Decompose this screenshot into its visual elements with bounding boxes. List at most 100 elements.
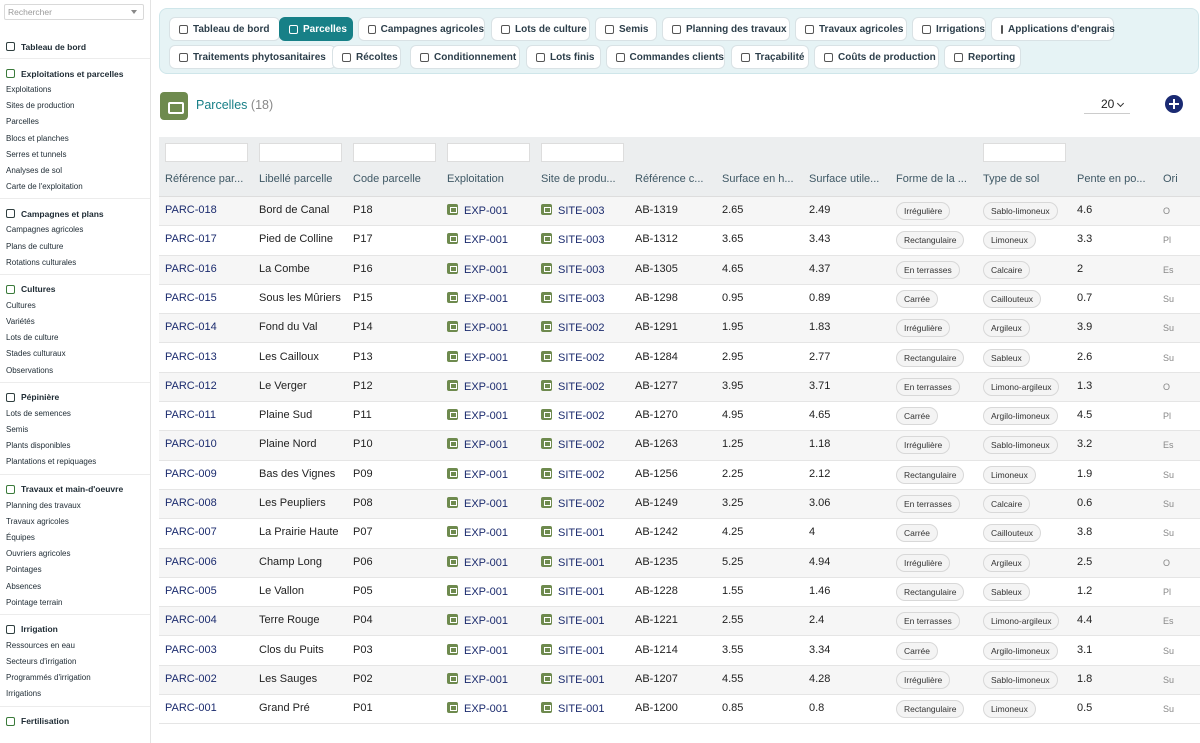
farm-link[interactable]: EXP-001: [447, 497, 508, 510]
sidebar-item[interactable]: Sites de production: [6, 101, 75, 111]
parcel-ref-link[interactable]: PARC-010: [165, 438, 217, 451]
sidebar-item[interactable]: Ressources en eau: [6, 640, 75, 650]
table-row[interactable]: PARC-018 Bord de Canal P18 EXP-001 SITE-003 A…: [159, 197, 1200, 227]
sidebar-item[interactable]: Irrigations: [6, 689, 42, 699]
column-filter-input[interactable]: [259, 143, 342, 162]
farm-link[interactable]: EXP-001: [447, 467, 508, 481]
sidebar-item[interactable]: Rotations culturales: [6, 257, 77, 267]
tab-3[interactable]: Campagnes agricoles: [358, 17, 485, 41]
farm-link[interactable]: EXP-001: [447, 702, 508, 715]
farm-link[interactable]: EXP-001: [447, 379, 508, 393]
parcel-ref-link[interactable]: PARC-011: [165, 409, 216, 422]
table-row[interactable]: PARC-012 Le Verger P12 EXP-001 SITE-002 AB-12…: [159, 372, 1200, 403]
tab-4[interactable]: Lots de culture: [491, 17, 590, 41]
farm-link[interactable]: EXP-001: [447, 350, 508, 364]
parcel-ref-link[interactable]: PARC-012: [165, 379, 217, 392]
sidebar-item[interactable]: Serres et tunnels: [6, 149, 67, 159]
farm-link[interactable]: EXP-001: [447, 262, 508, 276]
sidebar-item[interactable]: Exploitations: [6, 85, 52, 94]
sidebar-item[interactable]: Programmés d'irrigation: [6, 673, 91, 683]
column-header[interactable]: Libellé parcelle: [259, 173, 333, 185]
add-record-button[interactable]: [1165, 95, 1183, 113]
table-row[interactable]: PARC-008 Les Peupliers P08 EXP-001 SITE-002 A…: [159, 490, 1200, 520]
column-header[interactable]: Ori: [1163, 173, 1178, 185]
sidebar-item[interactable]: Équipes: [6, 532, 35, 542]
table-row[interactable]: PARC-009 Bas des Vignes P09 EXP-001 SITE-002…: [159, 461, 1200, 490]
parcel-ref-link[interactable]: PARC-018: [165, 204, 217, 216]
search-select[interactable]: Rechercher: [4, 4, 144, 20]
table-row[interactable]: PARC-001 Grand Pré P01 EXP-001 SITE-001 AB-12…: [159, 695, 1200, 725]
site-link[interactable]: SITE-001: [541, 584, 604, 598]
tab-15[interactable]: Traçabilité: [731, 45, 809, 69]
table-row[interactable]: PARC-007 La Prairie Haute P07 EXP-001 SITE-0…: [159, 519, 1200, 549]
sidebar-item[interactable]: Pointage terrain: [6, 597, 63, 607]
sidebar-item[interactable]: Absences: [6, 581, 42, 591]
sidebar-item[interactable]: Variétés: [6, 317, 35, 327]
chevron-down-icon[interactable]: [131, 10, 137, 14]
tab-14[interactable]: Commandes clients: [606, 45, 725, 69]
tab-1[interactable]: Tableau de bord: [169, 17, 280, 41]
sidebar-item[interactable]: Blocs et planches: [6, 133, 69, 143]
site-link[interactable]: SITE-001: [541, 702, 604, 715]
site-link[interactable]: SITE-002: [541, 321, 604, 334]
site-link[interactable]: SITE-003: [541, 204, 604, 217]
sidebar-item[interactable]: Plans de culture: [6, 241, 64, 251]
sidebar-item[interactable]: Pointages: [6, 565, 42, 575]
parcel-ref-link[interactable]: PARC-004: [165, 614, 217, 627]
column-filter-input[interactable]: [353, 143, 436, 162]
column-filter-input[interactable]: [983, 143, 1066, 162]
sidebar-section-header[interactable]: Travaux et main-d'oeuvre: [0, 480, 150, 498]
parcel-ref-link[interactable]: PARC-016: [165, 262, 217, 275]
column-header[interactable]: Code parcelle: [353, 173, 421, 185]
table-row[interactable]: PARC-002 Les Sauges P02 EXP-001 SITE-001 AB-1…: [159, 665, 1200, 696]
parcel-ref-link[interactable]: PARC-009: [165, 467, 217, 480]
sidebar-section-header[interactable]: Pépinière: [0, 388, 150, 406]
sidebar-section-header[interactable]: Cultures: [0, 280, 150, 298]
table-row[interactable]: PARC-017 Pied de Colline P17 EXP-001 SITE-00…: [159, 226, 1200, 256]
parcel-ref-link[interactable]: PARC-015: [165, 291, 217, 304]
farm-link[interactable]: EXP-001: [447, 526, 508, 539]
site-link[interactable]: SITE-002: [541, 350, 604, 364]
site-link[interactable]: SITE-003: [541, 233, 604, 246]
table-row[interactable]: PARC-005 Le Vallon P05 EXP-001 SITE-001 AB-12…: [159, 578, 1200, 608]
site-link[interactable]: SITE-003: [541, 291, 604, 305]
table-row[interactable]: PARC-014 Fond du Val P14 EXP-001 SITE-002 AB-…: [159, 314, 1200, 344]
parcel-ref-link[interactable]: PARC-013: [165, 350, 217, 363]
tab-2[interactable]: Parcelles: [279, 17, 353, 41]
column-header[interactable]: Pente en po...: [1077, 173, 1146, 185]
tab-9[interactable]: Applications d'engrais: [991, 17, 1115, 41]
parcel-ref-link[interactable]: PARC-005: [165, 584, 217, 597]
site-link[interactable]: SITE-001: [541, 614, 604, 627]
farm-link[interactable]: EXP-001: [447, 204, 508, 217]
site-link[interactable]: SITE-001: [541, 526, 604, 539]
farm-link[interactable]: EXP-001: [447, 409, 508, 422]
farm-link[interactable]: EXP-001: [447, 584, 508, 598]
sidebar-item[interactable]: Cultures: [6, 300, 36, 310]
sidebar-item[interactable]: Lots de semences: [6, 408, 71, 418]
parcel-ref-link[interactable]: PARC-003: [165, 643, 217, 656]
column-header[interactable]: Site de produ...: [541, 173, 616, 185]
table-row[interactable]: PARC-015 Sous les Mûriers P15 EXP-001 SITE-0…: [159, 285, 1200, 315]
table-row[interactable]: PARC-013 Les Cailloux P13 EXP-001 SITE-002 AB…: [159, 344, 1200, 373]
farm-link[interactable]: EXP-001: [447, 643, 508, 657]
site-link[interactable]: SITE-001: [541, 643, 604, 657]
tab-17[interactable]: Reporting: [944, 45, 1021, 69]
column-header[interactable]: Référence c...: [635, 173, 704, 185]
sidebar-section-header[interactable]: Campagnes et plans: [0, 204, 150, 222]
parcel-ref-link[interactable]: PARC-006: [165, 555, 217, 568]
farm-link[interactable]: EXP-001: [447, 438, 508, 451]
tab-12[interactable]: Conditionnement: [410, 45, 520, 69]
site-link[interactable]: SITE-001: [541, 672, 604, 686]
site-link[interactable]: SITE-002: [541, 467, 604, 481]
sidebar-item[interactable]: Planning des travaux: [6, 500, 81, 510]
table-row[interactable]: PARC-003 Clos du Puits P03 EXP-001 SITE-001 A…: [159, 637, 1200, 666]
site-link[interactable]: SITE-002: [541, 379, 604, 393]
site-link[interactable]: SITE-002: [541, 438, 604, 451]
site-link[interactable]: SITE-003: [541, 262, 604, 276]
column-header[interactable]: Exploitation: [447, 173, 504, 185]
column-header[interactable]: Surface utile...: [809, 173, 880, 185]
tab-8[interactable]: Irrigations: [912, 17, 986, 41]
sidebar-section-header[interactable]: Irrigation: [0, 620, 150, 638]
column-header[interactable]: Type de sol: [983, 173, 1040, 185]
farm-link[interactable]: EXP-001: [447, 321, 508, 334]
